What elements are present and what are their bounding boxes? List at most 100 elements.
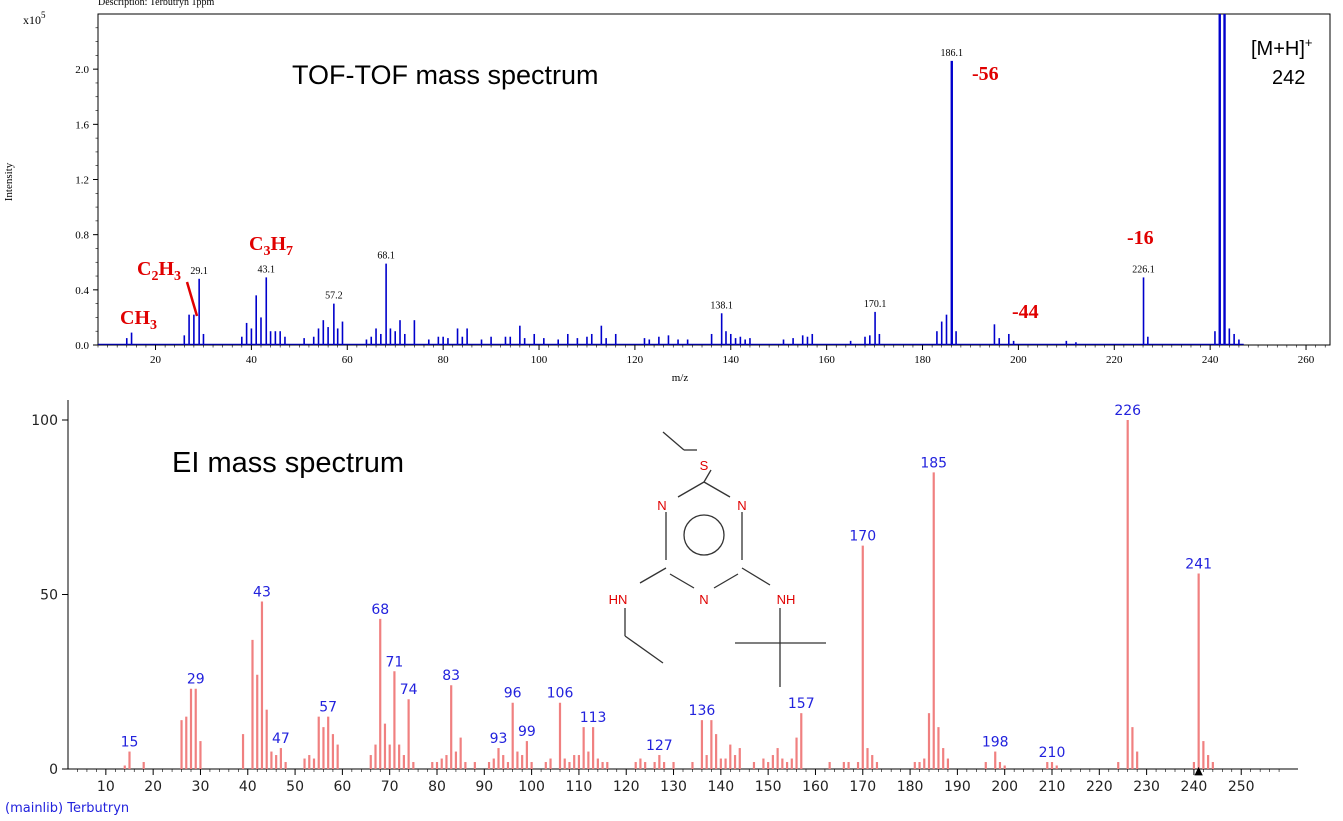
- ei-x-tick-label: 60: [333, 779, 351, 795]
- tof-x-tick-label: 120: [627, 354, 644, 366]
- precursor-label: [M+H]+: [1251, 35, 1313, 60]
- ei-x-tick-label: 160: [802, 779, 829, 795]
- tof-x-axis-label: m/z: [672, 372, 689, 384]
- ei-x-tick-label: 230: [1133, 779, 1160, 795]
- ei-peak-label: 57: [319, 700, 337, 716]
- ei-axes: 10 20 30 40 50 60 70 80 90 100 110 120 130 140 150 160 1…: [31, 400, 1298, 795]
- ei-x-tick-label: 130: [660, 779, 687, 795]
- annotation-loss-16: -16: [1127, 227, 1154, 249]
- tof-x-tick-label: 40: [246, 354, 258, 366]
- ei-x-tick-label: 180: [897, 779, 924, 795]
- tof-x-tick-label: 240: [1202, 354, 1219, 366]
- ei-x-tick-label: 210: [1039, 779, 1066, 795]
- ei-x-tick-label: 250: [1228, 779, 1255, 795]
- ei-peak-labels: 15 29 43 47 57 68 71 74 83 93 96 99 106 113 127 136 157 1…: [121, 403, 1212, 761]
- structure-bond: [669, 573, 695, 589]
- ei-x-tick-label: 80: [428, 779, 446, 795]
- ei-x-tick-label: 50: [286, 779, 304, 795]
- tof-x-tick-label: 100: [531, 354, 548, 366]
- ei-peak-label: 241: [1185, 557, 1212, 573]
- tof-x-tick-label: 260: [1298, 354, 1315, 366]
- ei-x-tick-label: 170: [849, 779, 876, 795]
- atom-s: S: [700, 458, 709, 473]
- ei-peak-label: 15: [121, 735, 139, 751]
- tof-y-exponent: x105: [23, 10, 46, 27]
- terbutryn-structure: [624, 431, 826, 687]
- ei-x-tick-label: 200: [991, 779, 1018, 795]
- annotation-c2h3: C2H3: [137, 258, 181, 284]
- ei-peaks: [123, 420, 1214, 769]
- tof-y-axis-label: Intensity: [3, 162, 15, 201]
- tof-y-tick-label: 1.2: [75, 175, 89, 187]
- ei-peak-label: 99: [518, 724, 536, 740]
- ei-peak-label: 113: [580, 710, 607, 726]
- ei-peak-label: 136: [689, 703, 716, 719]
- tof-peak-label: 29.1: [190, 266, 208, 277]
- ei-x-tick-label: 240: [1181, 779, 1208, 795]
- structure-bond: [677, 481, 705, 498]
- structure-bond: [624, 635, 664, 664]
- ei-x-tick-label: 40: [239, 779, 257, 795]
- tof-axes: 20 40 60 80 100 120 140 160 180 200 220 240 260 0.0 0.…: [75, 13, 1331, 366]
- ei-x-tick-label: 70: [381, 779, 399, 795]
- ei-peak-label: 198: [982, 735, 1009, 751]
- structure-bond: [703, 469, 712, 483]
- ei-chart: 10 20 30 40 50 60 70 80 90 100 110 120 130 140 150 160 1…: [5, 400, 1298, 816]
- annotation-loss-44: -44: [1012, 301, 1039, 323]
- ei-peak-label: 47: [272, 731, 290, 747]
- ei-x-tick-label: 20: [144, 779, 162, 795]
- ei-x-tick-label: 10: [97, 779, 115, 795]
- tof-title: TOF-TOF mass spectrum: [292, 60, 599, 90]
- annotation-c2h3-pointer: [185, 281, 199, 317]
- ei-peak-label: 127: [646, 738, 673, 754]
- ei-peak-label: 210: [1039, 745, 1066, 761]
- ei-peak-label: 71: [386, 654, 404, 670]
- tof-peak-label: 138.1: [710, 300, 733, 311]
- ei-x-tick-label: 100: [518, 779, 545, 795]
- tof-description: Description: Terbutryn 1ppm: [98, 0, 215, 8]
- ei-x-tick-label: 120: [613, 779, 640, 795]
- ei-peak-label: 157: [788, 696, 815, 712]
- molecular-ion-marker: ▲: [1194, 764, 1203, 777]
- annotation-loss-56: -56: [972, 63, 999, 85]
- structure-bond: [639, 567, 667, 584]
- atom-n-bottom: N: [699, 592, 708, 607]
- tof-x-tick-label: 20: [150, 354, 162, 366]
- structure-bond: [703, 481, 731, 498]
- ei-peak-label: 106: [547, 686, 574, 702]
- precursor-mz: 242: [1272, 67, 1305, 89]
- annotation-ch3: CH3: [120, 307, 157, 333]
- tof-x-tick-label: 60: [342, 354, 354, 366]
- tof-peak-label: 57.2: [325, 291, 343, 302]
- library-label: (mainlib) Terbutryn: [5, 801, 129, 816]
- triazine-ring: [672, 482, 736, 586]
- atom-nh-left: HN: [609, 592, 628, 607]
- ei-y-tick-label: 100: [31, 413, 58, 429]
- tof-x-tick-label: 200: [1010, 354, 1027, 366]
- ei-peak-label: 170: [849, 529, 876, 545]
- tof-peak-labels: 29.1 43.1 57.2 68.1 138.1 170.1 186.1 226.1: [190, 48, 1154, 311]
- ei-peak-label: 68: [371, 602, 389, 618]
- ei-y-tick-label: 50: [40, 588, 58, 604]
- ei-x-tick-label: 110: [566, 779, 593, 795]
- ei-peak-label: 29: [187, 672, 205, 688]
- tof-y-tick-label: 2.0: [75, 64, 89, 76]
- tof-x-tick-label: 180: [914, 354, 931, 366]
- tof-x-tick-label: 80: [438, 354, 450, 366]
- tof-x-tick-label: 220: [1106, 354, 1123, 366]
- ei-x-tick-label: 30: [192, 779, 210, 795]
- ei-peak-label: 185: [920, 455, 947, 471]
- ei-x-tick-label: 140: [707, 779, 734, 795]
- tof-y-tick-label: 0.0: [75, 340, 89, 352]
- tof-peaks: [98, 14, 1244, 345]
- ei-peak-label: 93: [490, 731, 508, 747]
- ei-x-tick-label: 150: [755, 779, 782, 795]
- tof-peak-label: 186.1: [941, 48, 964, 59]
- structure-bond: [741, 567, 771, 586]
- tof-y-tick-label: 0.4: [75, 285, 89, 297]
- ei-x-tick-label: 190: [944, 779, 971, 795]
- tof-peak-label: 226.1: [1132, 264, 1155, 275]
- tof-peak-label: 68.1: [377, 251, 395, 262]
- aromatic-circle: [683, 514, 725, 556]
